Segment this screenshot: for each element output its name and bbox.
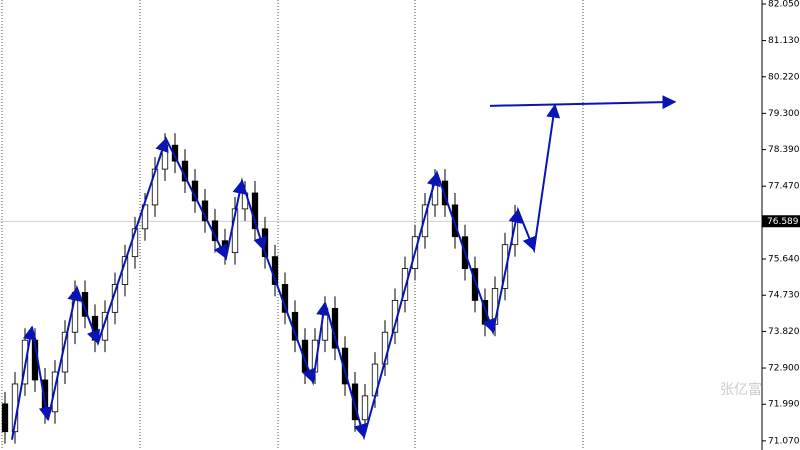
candle-body [471,268,479,301]
candle-body [101,311,109,341]
y-tick-label: 71.070 [768,436,800,446]
y-tick-label: 72.900 [768,364,800,374]
zigzag-arrow [155,137,169,160]
projection-line [489,95,677,110]
y-tick-label: 81.130 [768,36,800,46]
zigzag-arrow [38,406,53,422]
y-tick-label: 78.390 [768,145,800,155]
zigzag-arrow [214,243,227,260]
candle-body [501,244,509,289]
candle-body [451,204,459,238]
watermark: 张亿富 [720,381,762,398]
zigzag-arrow [67,286,82,302]
y-tick-label: 75.640 [768,255,800,265]
zigzag-arrow [316,301,331,317]
current-price-label: 76.589 [767,217,799,227]
current-price-box [762,215,800,228]
y-tick-label: 73.820 [768,327,800,337]
zigzag-arrow [353,422,368,439]
y-tick-label: 77.470 [768,182,800,192]
candle-body [1,403,9,433]
y-tick-label: 71.990 [768,400,800,410]
zigzag-arrow [426,171,441,200]
zigzag-arrow [508,208,523,224]
zigzag-arrow [86,328,101,345]
candle-body [401,268,409,301]
zigzag-arrow [302,367,316,384]
candle-body [341,347,349,385]
candle-body [361,395,369,421]
zigzag-arrow [482,315,496,334]
candle-body [421,204,429,238]
y-tick-label: 80.220 [768,72,800,82]
y-tick-label: 79.300 [768,109,800,119]
zigzag-arrow [232,179,247,195]
y-tick-label: 74.730 [768,291,800,301]
zigzag-arrow [253,235,267,252]
y-tick-label: 82.050 [768,0,800,9]
zigzag-arrow [22,325,37,341]
zigzag-arrow [522,235,536,252]
candle-body [351,383,359,421]
